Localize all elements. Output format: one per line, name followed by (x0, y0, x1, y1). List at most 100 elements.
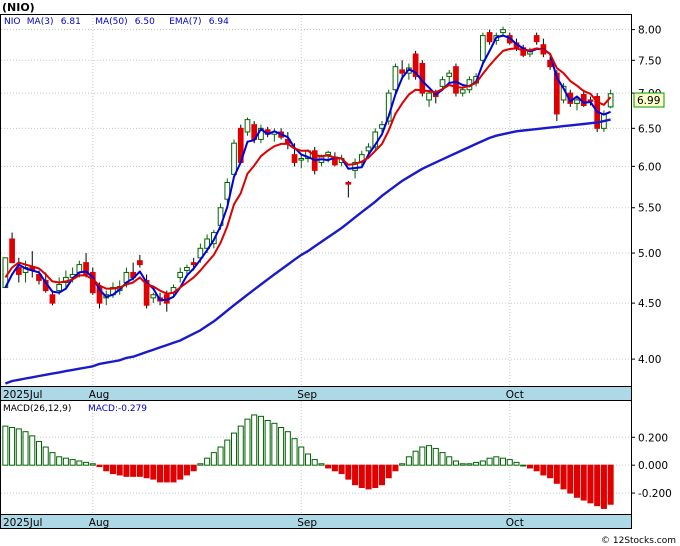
x-tick-label: 2025Jul (3, 389, 42, 401)
macd-bar (69, 459, 76, 466)
candle-body (480, 35, 486, 61)
candle-body (533, 35, 540, 43)
macd-bar (204, 457, 211, 466)
y-tick-label: 4.00 (638, 354, 661, 366)
candle-body (453, 66, 459, 94)
legend-item: 6.81 (61, 17, 81, 27)
macd-bar (399, 463, 406, 466)
macd-bar (224, 439, 231, 466)
macd-bar (594, 464, 601, 507)
candle-body (143, 279, 150, 306)
macd-bar (42, 446, 49, 466)
macd-bar (345, 464, 352, 480)
macd-bar (378, 464, 386, 486)
macd-panel (0, 400, 632, 515)
macd-bar (547, 464, 554, 479)
macd-bar (533, 464, 540, 472)
macd-bar (459, 463, 466, 466)
legend-item: 6.50 (135, 17, 155, 27)
y-tick-label: 8.00 (638, 25, 661, 37)
x-tick-label: Oct (506, 389, 524, 401)
series-line-ema7 (4, 47, 612, 295)
candle-body (56, 283, 63, 292)
candle-body (49, 294, 56, 304)
macd-bar (163, 464, 170, 483)
candle-body (224, 181, 231, 200)
macd-bar (600, 464, 607, 509)
macd-x-axis-band (0, 514, 632, 529)
candle-body (553, 72, 560, 115)
footer-credit: © 12Stocks.com (601, 536, 676, 546)
last-price-badge-box (633, 92, 665, 108)
legend-item: MA(3) (27, 17, 54, 27)
macd-bar (109, 464, 116, 475)
macd-bar (372, 464, 379, 488)
macd-bar (271, 422, 278, 466)
candle (486, 29, 493, 45)
macd-bar (520, 464, 527, 467)
macd-bar (62, 457, 69, 466)
macd-bar (513, 461, 520, 466)
macd-bar (587, 464, 594, 504)
candle-body (392, 66, 399, 91)
series-line-ma50 (4, 118, 611, 385)
macd-bar (580, 464, 587, 501)
macd-bar (479, 460, 486, 466)
candle (244, 117, 251, 136)
candle (9, 232, 15, 264)
legend-item: NIO (4, 17, 20, 27)
legend-item: 6.94 (209, 17, 229, 27)
macd-bar (405, 456, 412, 466)
candle-body (15, 267, 22, 275)
macd-bar (257, 415, 264, 466)
candle (533, 32, 540, 45)
macd-bar (49, 452, 56, 466)
macd-bar (560, 464, 567, 490)
macd-bar (2, 425, 9, 466)
macd-bar (325, 464, 332, 469)
macd-bar (493, 456, 500, 466)
macd-bar (157, 464, 164, 483)
y-tick-label: 4.50 (638, 298, 661, 310)
legend-item: MA(50) (95, 17, 127, 27)
x-tick-label: Sep (297, 517, 317, 529)
candle (224, 178, 231, 204)
macd-bar (278, 427, 285, 466)
candle-body (500, 29, 506, 34)
macd-bar (35, 440, 43, 466)
candle (412, 50, 419, 80)
macd-bar (338, 464, 345, 475)
candle-body (184, 267, 190, 271)
macd-bar (419, 446, 426, 466)
macd-bar (432, 447, 439, 466)
macd-title: MACD(26,12,9) (3, 404, 71, 414)
candle-body (439, 79, 446, 87)
macd-bar (439, 452, 446, 466)
x-tick-label: Aug (89, 389, 110, 401)
candle (392, 63, 399, 94)
price-x-axis: 2025Jul Aug Sep Oct (3, 389, 524, 401)
macd-bar (123, 464, 130, 477)
y-tick-label: 5.50 (638, 203, 661, 215)
candle-body (345, 181, 352, 185)
last-price-badge: 6.99 (637, 95, 660, 107)
macd-bar (231, 432, 238, 466)
candle (143, 274, 150, 309)
candle (137, 254, 143, 268)
y-tick-label: 6.00 (638, 161, 661, 173)
macd-bar (473, 461, 480, 466)
macd-bar (311, 459, 318, 466)
macd-bar (291, 438, 298, 466)
candle-body (352, 161, 358, 171)
price-panel (0, 14, 632, 387)
candle (439, 76, 446, 90)
macd-bar (298, 446, 305, 466)
macd-bar (607, 464, 614, 505)
candle (231, 139, 237, 179)
candle-body (459, 89, 466, 94)
candle-body (298, 158, 305, 161)
candle (426, 89, 432, 107)
candle-body (574, 99, 580, 104)
candle (345, 180, 352, 198)
